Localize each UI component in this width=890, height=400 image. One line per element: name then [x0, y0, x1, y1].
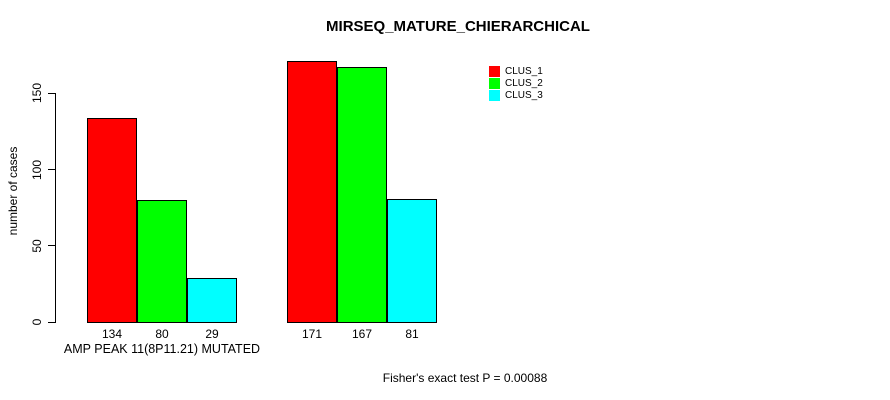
y-tick-label: 50 [30, 239, 44, 253]
legend: CLUS_1 CLUS_2 CLUS_3 [489, 65, 543, 102]
bar [187, 277, 237, 323]
y-tick-label: 150 [30, 83, 44, 104]
bar [337, 67, 387, 323]
y-tick-label: 100 [30, 159, 44, 180]
fisher-test-annotation: Fisher's exact test P = 0.00088 [382, 371, 548, 385]
bar [287, 61, 337, 323]
legend-item: CLUS_1 [489, 65, 543, 77]
bar [387, 198, 437, 323]
bar-value-label: 29 [205, 327, 219, 341]
y-axis-line [55, 93, 56, 323]
y-axis-tick [48, 169, 55, 171]
legend-item: CLUS_3 [489, 90, 543, 102]
category-label: AMP PEAK 11(8P11.21) MUTATED [63, 342, 261, 356]
legend-item-label: CLUS_3 [505, 90, 543, 102]
bar-value-label: 167 [351, 327, 373, 341]
legend-item: CLUS_2 [489, 77, 543, 90]
bar-value-label: 81 [405, 327, 419, 341]
bar-value-label: 80 [155, 327, 169, 341]
y-axis-title: number of cases [6, 146, 20, 236]
bar [87, 117, 137, 323]
bar-value-label: 134 [101, 327, 123, 341]
y-tick-label: 0 [30, 318, 44, 326]
legend-item-label: CLUS_1 [505, 65, 543, 77]
legend-color-swatch [489, 90, 500, 102]
legend-color-swatch [489, 78, 500, 90]
y-axis-tick [48, 245, 55, 247]
bar-value-label: 171 [301, 327, 323, 341]
bar [137, 200, 187, 323]
legend-color-swatch [489, 65, 500, 77]
chart-title: MIRSEQ_MATURE_CHIERARCHICAL [326, 18, 590, 35]
legend-item-label: CLUS_2 [505, 78, 543, 90]
y-axis-tick [48, 321, 55, 323]
y-axis-tick [48, 92, 55, 94]
